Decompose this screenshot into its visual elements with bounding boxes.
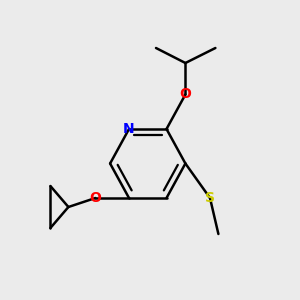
Text: S: S [205, 191, 215, 205]
Text: O: O [89, 191, 101, 205]
Text: N: N [123, 122, 135, 136]
Text: O: O [179, 88, 191, 101]
